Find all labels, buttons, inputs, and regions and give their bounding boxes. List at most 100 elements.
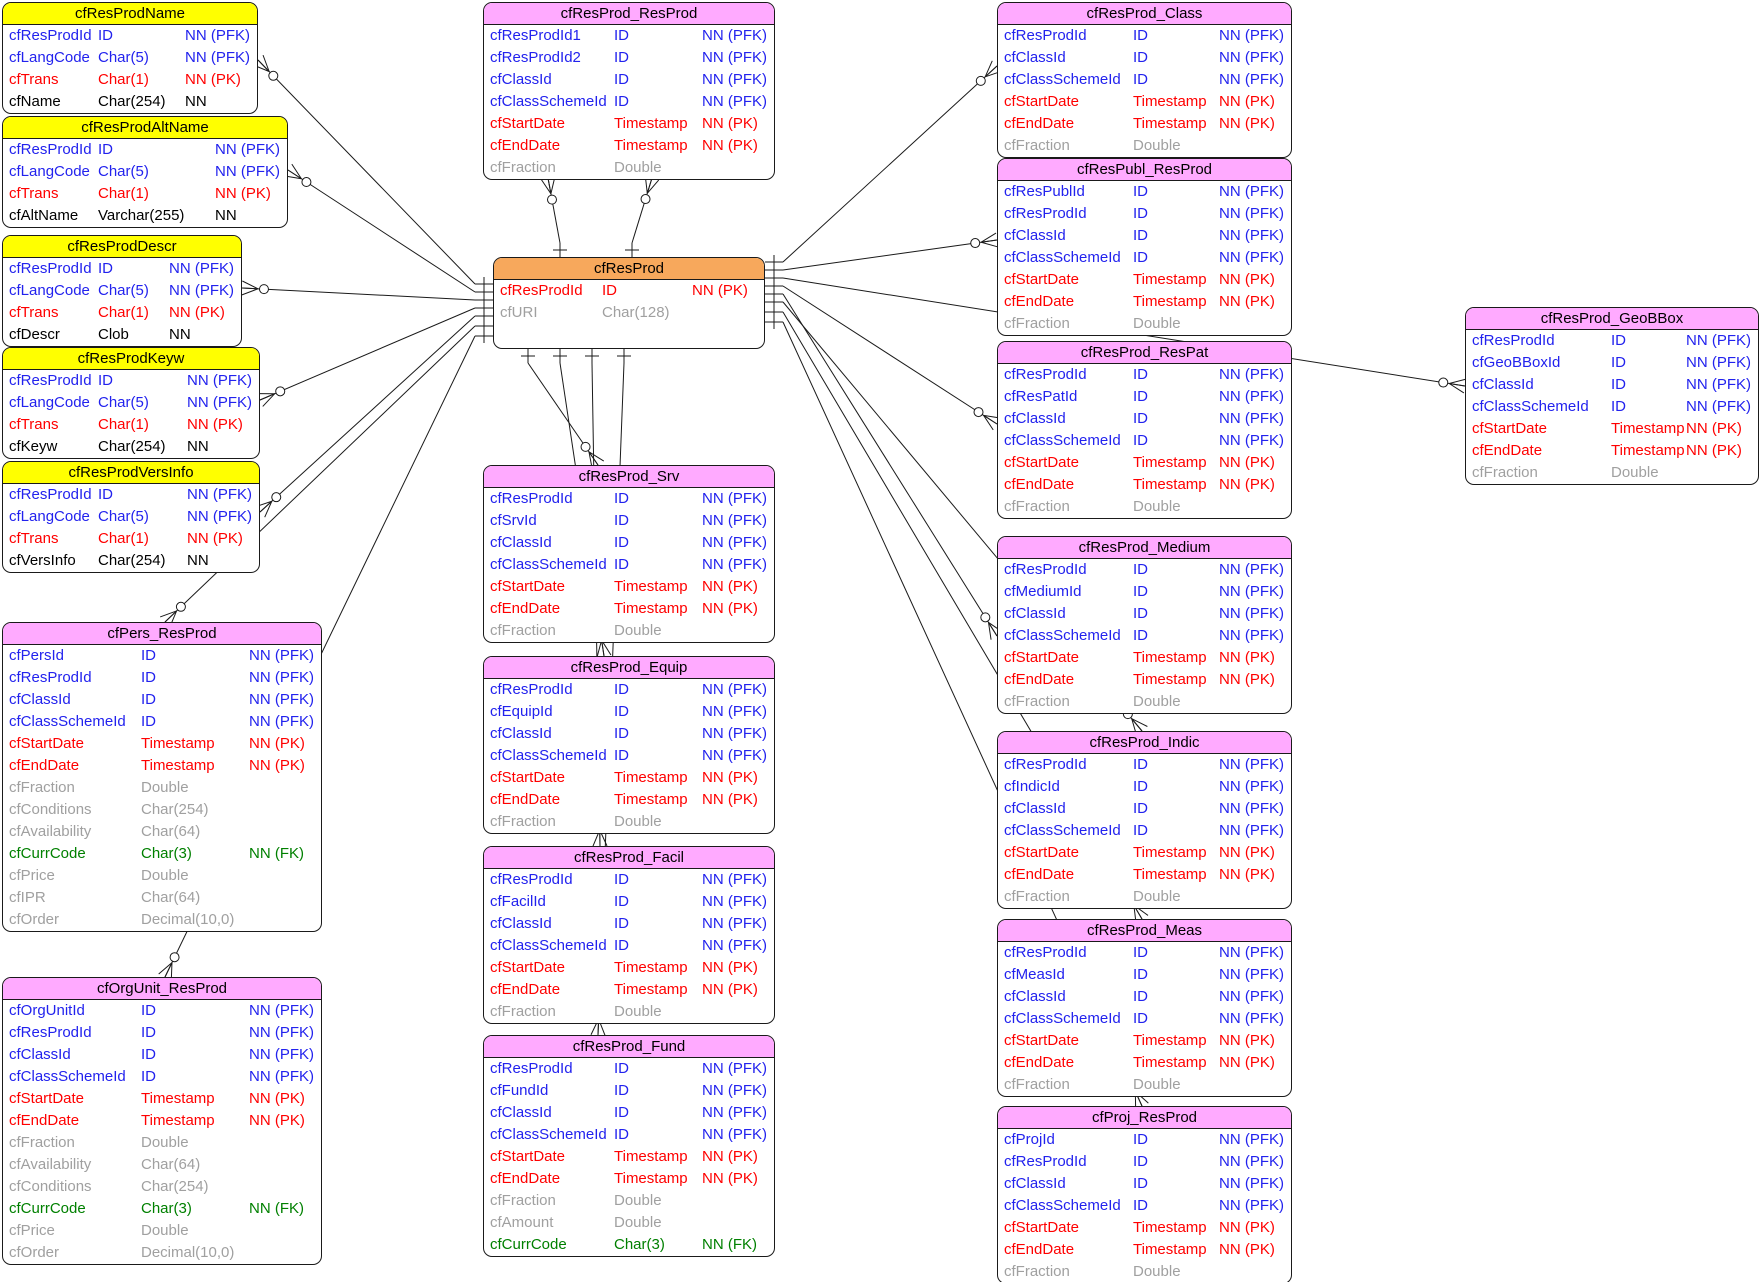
entity-versinfo[interactable]: cfResProdVersInfo cfResProdId ID NN (PFK) cf… (2, 461, 260, 573)
field-name: cfAvailability (9, 1156, 92, 1173)
field-name: cfClassId (1004, 605, 1066, 622)
field-name: cfPrice (9, 867, 55, 884)
field-row: cfClassId ID NN (PFK) (998, 47, 1291, 69)
field-name: cfCurrCode (490, 1236, 567, 1253)
field-type: Double (614, 813, 662, 830)
field-row: cfLangCode Char(5) NN (PFK) (3, 47, 257, 69)
field-type: ID (98, 372, 113, 389)
field-row: cfPrice Double (3, 1220, 321, 1242)
field-constraint: NN (PK) (702, 769, 758, 786)
entity-pers[interactable]: cfPers_ResProd cfPersId ID NN (PFK) cfResPro… (2, 622, 322, 932)
entity-rp_rp[interactable]: cfResProd_ResProd cfResProdId1 ID NN (PFK) c… (483, 2, 775, 180)
field-type: Decimal(10,0) (141, 1244, 235, 1261)
field-constraint: NN (PK) (249, 757, 305, 774)
entity-title: cfResProd_Facil (484, 847, 774, 869)
entity-facil[interactable]: cfResProd_Facil cfResProdId ID NN (PFK) cfFa… (483, 846, 775, 1024)
field-constraint: NN (PFK) (702, 1126, 767, 1143)
field-type: ID (98, 141, 113, 158)
field-constraint: NN (PK) (702, 981, 758, 998)
field-row: cfGeoBBoxId ID NN (PFK) (1466, 352, 1758, 374)
field-row: cfDescr Clob NN (3, 324, 241, 346)
field-row: cfResProdId ID NN (PFK) (1466, 330, 1758, 352)
field-row: cfClassSchemeId ID NN (PFK) (998, 69, 1291, 91)
field-name: cfResProdId (9, 1024, 92, 1041)
entity-medium[interactable]: cfResProd_Medium cfResProdId ID NN (PFK) cfM… (997, 536, 1292, 714)
field-type: Double (614, 159, 662, 176)
entity-resprod[interactable]: cfResProd cfResProdId ID NN (PK) cfURI Char(1… (493, 257, 765, 349)
field-type: ID (1133, 583, 1148, 600)
field-constraint: NN (PFK) (702, 534, 767, 551)
entity-srv[interactable]: cfResProd_Srv cfResProdId ID NN (PFK) cfSrvI… (483, 465, 775, 643)
field-row: cfClassId ID NN (PFK) (484, 532, 774, 554)
field-row: cfStartDate Timestamp NN (PK) (998, 1030, 1291, 1052)
field-constraint: NN (PFK) (169, 282, 234, 299)
entity-title: cfResPubl_ResProd (998, 159, 1291, 181)
entity-geobbox[interactable]: cfResProd_GeoBBox cfResProdId ID NN (PFK) cf… (1465, 307, 1759, 485)
field-type: ID (614, 1082, 629, 1099)
field-type: Timestamp (1133, 93, 1207, 110)
field-name: cfLangCode (9, 508, 90, 525)
field-row: cfClassId ID NN (PFK) (484, 69, 774, 91)
entity-keyw[interactable]: cfResProdKeyw cfResProdId ID NN (PFK) cfLang… (2, 347, 260, 459)
field-row: cfEndDate Timestamp NN (PK) (484, 1168, 774, 1190)
entity-descr[interactable]: cfResProdDescr cfResProdId ID NN (PFK) cfLan… (2, 235, 242, 347)
entity-fund[interactable]: cfResProd_Fund cfResProdId ID NN (PFK) cfFun… (483, 1035, 775, 1257)
field-name: cfPersId (9, 647, 65, 664)
field-row: cfResProdId2 ID NN (PFK) (484, 47, 774, 69)
field-name: cfResProdId (9, 141, 92, 158)
field-name: cfFraction (1004, 693, 1070, 710)
field-type: ID (141, 1002, 156, 1019)
entity-respat[interactable]: cfResProd_ResPat cfResProdId ID NN (PFK) cfR… (997, 341, 1292, 519)
field-constraint: NN (PK) (702, 115, 758, 132)
field-row: cfEndDate Timestamp NN (PK) (998, 474, 1291, 496)
field-name: cfClassId (9, 691, 71, 708)
field-type: ID (1133, 1175, 1148, 1192)
field-name: cfStartDate (1004, 454, 1080, 471)
field-name: cfResProdId (490, 681, 573, 698)
field-type: Char(5) (98, 394, 149, 411)
field-type: ID (1133, 410, 1148, 427)
entity-name[interactable]: cfResProdName cfResProdId ID NN (PFK) cfLang… (2, 2, 258, 114)
entity-meas[interactable]: cfResProd_Meas cfResProdId ID NN (PFK) cfMea… (997, 919, 1292, 1097)
field-row: cfStartDate Timestamp NN (PK) (1466, 418, 1758, 440)
entity-title: cfProj_ResProd (998, 1107, 1291, 1129)
field-name: cfClassSchemeId (1004, 71, 1121, 88)
field-row: cfClassId ID NN (PFK) (998, 408, 1291, 430)
field-type: Timestamp (614, 981, 688, 998)
field-type: ID (614, 27, 629, 44)
entity-indic[interactable]: cfResProd_Indic cfResProdId ID NN (PFK) cfIn… (997, 731, 1292, 909)
field-row: cfClassId ID NN (PFK) (998, 225, 1291, 247)
field-type: ID (141, 713, 156, 730)
field-constraint: NN (PK) (702, 1170, 758, 1187)
field-type: Char(254) (141, 801, 209, 818)
field-constraint: NN (PFK) (249, 1046, 314, 1063)
entity-altname[interactable]: cfResProdAltName cfResProdId ID NN (PFK) cfL… (2, 116, 288, 228)
field-constraint: NN (PFK) (249, 1024, 314, 1041)
field-row: cfOrgUnitId ID NN (PFK) (3, 1000, 321, 1022)
entity-orgunit[interactable]: cfOrgUnit_ResProd cfOrgUnitId ID NN (PFK) cf… (2, 977, 322, 1265)
field-name: cfAmount (490, 1214, 554, 1231)
field-type: ID (614, 725, 629, 742)
field-row: cfEndDate Timestamp NN (PK) (3, 1110, 321, 1132)
entity-proj[interactable]: cfProj_ResProd cfProjId ID NN (PFK) cfResPro… (997, 1106, 1292, 1282)
field-type: Double (1133, 888, 1181, 905)
field-name: cfResProdId (9, 260, 92, 277)
field-type: ID (1133, 366, 1148, 383)
field-name: cfResProdId (490, 1060, 573, 1077)
field-constraint: NN (PFK) (1219, 410, 1284, 427)
field-constraint: NN (PFK) (1219, 944, 1284, 961)
field-type: ID (1133, 627, 1148, 644)
field-row: cfClassSchemeId ID NN (PFK) (998, 625, 1291, 647)
field-row: cfResProdId ID NN (PFK) (3, 139, 287, 161)
field-constraint: NN (PFK) (1219, 756, 1284, 773)
field-name: cfEndDate (9, 757, 80, 774)
entity-class[interactable]: cfResProd_Class cfResProdId ID NN (PFK) cfCl… (997, 2, 1292, 158)
entity-publ[interactable]: cfResPubl_ResProd cfResPublId ID NN (PFK) cf… (997, 158, 1292, 336)
field-name: cfClassId (1472, 376, 1534, 393)
entity-equip[interactable]: cfResProd_Equip cfResProdId ID NN (PFK) cfEq… (483, 656, 775, 834)
field-row: cfFraction Double (3, 1132, 321, 1154)
field-type: ID (1133, 756, 1148, 773)
field-type: Timestamp (141, 735, 215, 752)
field-name: cfClassId (1004, 1175, 1066, 1192)
